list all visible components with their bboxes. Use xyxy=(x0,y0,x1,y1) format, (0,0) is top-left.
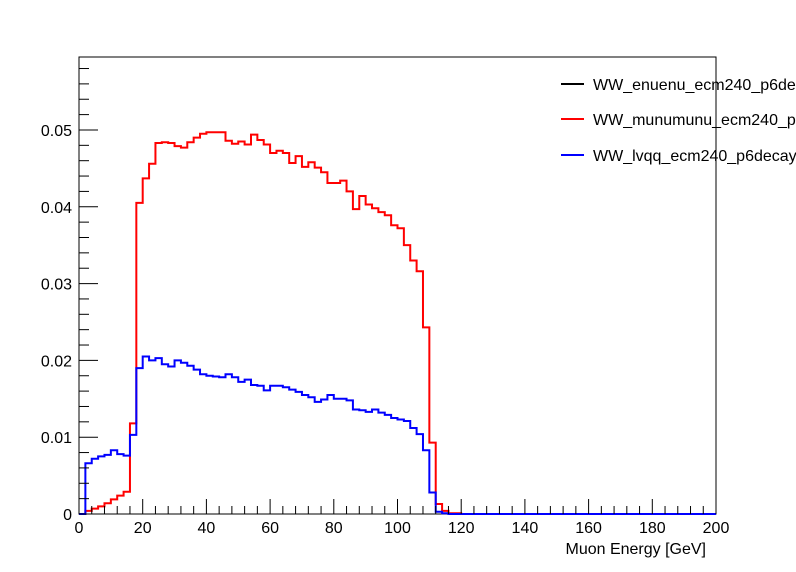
x-axis-title: Muon Energy [GeV] xyxy=(565,541,706,558)
x-tick-label: 0 xyxy=(75,520,84,537)
legend-label-2: WW_munumunu_ecm240_p xyxy=(593,112,796,129)
x-tick-label: 40 xyxy=(198,520,216,537)
series-line-2 xyxy=(79,131,716,515)
axes-layer: 0 20 40 60 80 100 120 140 160 180 200 0 0.01 0.02 0.03… xyxy=(41,68,730,537)
y-tick-label: 0.04 xyxy=(41,200,72,217)
y-tick-label: 0.01 xyxy=(41,430,72,447)
x-tick-label: 20 xyxy=(134,520,152,537)
y-tick-label: 0 xyxy=(63,507,72,524)
y-tick-label: 0.02 xyxy=(41,353,72,370)
x-tick-label: 140 xyxy=(512,520,539,537)
legend-label-1: WW_enuenu_ecm240_p6de xyxy=(593,77,796,94)
x-tick-label: 60 xyxy=(261,520,279,537)
x-tick-label: 80 xyxy=(325,520,343,537)
x-tick-label: 200 xyxy=(703,520,730,537)
legend: WW_enuenu_ecm240_p6de WW_munumunu_ecm240_… xyxy=(561,77,796,165)
series-line-3 xyxy=(79,355,716,515)
x-tick-label: 180 xyxy=(639,520,666,537)
x-tick-label: 100 xyxy=(384,520,411,537)
y-tick-label: 0.03 xyxy=(41,277,72,294)
x-tick-label: 160 xyxy=(575,520,602,537)
x-tick-label: 120 xyxy=(448,520,475,537)
y-tick-label: 0.05 xyxy=(41,123,72,140)
legend-label-3: WW_lvqq_ecm240_p6decay xyxy=(593,148,796,165)
series-layer xyxy=(79,131,716,515)
